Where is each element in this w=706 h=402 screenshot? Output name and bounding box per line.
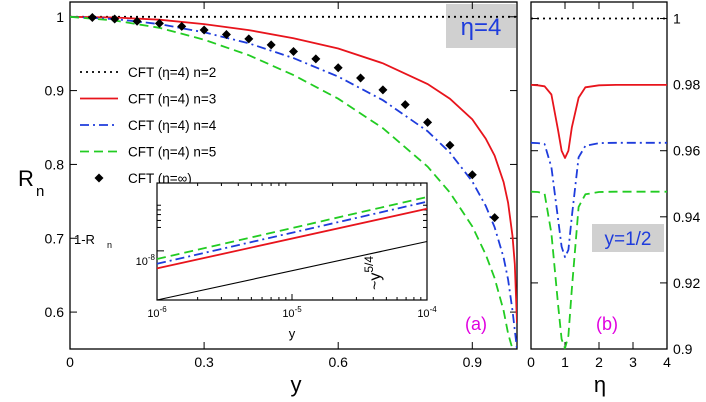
panel-a-marker-point bbox=[221, 29, 231, 39]
panel-b-series-line-5 bbox=[530, 190, 667, 350]
panel-a-ylabel-main: R bbox=[18, 166, 34, 191]
panel-a-tag: η=4 bbox=[461, 14, 502, 41]
inset-ticks: 10-6 10-5 10-4 10-8 bbox=[136, 183, 437, 320]
inset-series-line-1 bbox=[156, 200, 428, 265]
legend-entry-label: CFT (η=4) n=4 bbox=[128, 118, 217, 133]
panel-a-plot bbox=[70, 13, 517, 349]
panel-a-frame bbox=[69, 1, 518, 350]
inset-annotation-sup: 5/4 bbox=[362, 256, 376, 273]
panel-b-ytick-label: 0.92 bbox=[673, 275, 700, 291]
inset-annotation: ~y5/4 bbox=[362, 256, 384, 290]
panel-a-marker-point bbox=[356, 73, 366, 83]
panel-a-marker-point bbox=[289, 46, 298, 56]
inset-xlabel: y bbox=[289, 326, 296, 341]
panel-b-tag: y=1/2 bbox=[604, 229, 651, 250]
panel-a-marker-point bbox=[445, 140, 455, 150]
panel-b-xtick-label: 4 bbox=[663, 354, 671, 370]
panel-a-ytick-label: 0.9 bbox=[45, 83, 65, 99]
panel-a-xtick-label: 0.9 bbox=[463, 354, 483, 370]
panel-b-series-line-3 bbox=[530, 84, 667, 159]
inset-frame bbox=[156, 182, 428, 301]
panel-a-marker-point bbox=[154, 18, 164, 28]
legend-entry-label: CFT (η=4) n=2 bbox=[128, 65, 216, 80]
panel-a-ytick-label: 0.6 bbox=[45, 304, 65, 320]
panel-b-ticks: 0 1 2 3 40.9 0.92 0.94 0.96 0.98 1 bbox=[527, 2, 700, 370]
panel-b-ytick-label: 0.9 bbox=[673, 341, 693, 357]
panel-a-marker-point bbox=[333, 63, 343, 73]
panel-a-marker-point bbox=[266, 40, 276, 50]
panel-a-tag-box bbox=[446, 4, 516, 48]
panel-a-xtick-label: 0.3 bbox=[194, 354, 214, 370]
panel-b-label: (b) bbox=[596, 314, 618, 334]
panel-b-series-line-4 bbox=[530, 141, 667, 258]
panel-a-ytick-label: 0.8 bbox=[45, 156, 65, 172]
panel-b-ytick-label: 0.98 bbox=[673, 77, 700, 93]
inset-xtick-label: 10-6 bbox=[147, 305, 167, 320]
panel-a-series-line-3 bbox=[70, 15, 517, 324]
panel-a-marker-point bbox=[87, 13, 97, 23]
inset-series-line-0 bbox=[156, 207, 428, 270]
panel-a-marker-point bbox=[311, 54, 321, 64]
legend-entry-label: CFT (η=4) n=5 bbox=[128, 145, 216, 160]
panel-a-marker-point bbox=[467, 170, 477, 180]
panel-a-ylabel: R bbox=[18, 166, 34, 191]
inset-ylabel: 1-R bbox=[74, 232, 95, 247]
panel-b-xtick-label: 3 bbox=[629, 354, 637, 370]
panel-a-marker-point bbox=[110, 14, 120, 24]
panel-a-marker-point bbox=[132, 16, 142, 26]
panel-a-marker-point bbox=[490, 213, 500, 223]
inset-annotation-text: ~y5/4 bbox=[362, 256, 384, 290]
panel-b-frame bbox=[530, 1, 668, 350]
panel-b-xlabel: η bbox=[594, 372, 606, 397]
legend-entry-label: CFT (η=∞) bbox=[128, 171, 192, 186]
legend: CFT (η=4) n=2 CFT (η=4) n=3 CFT (η=4) n=4 C… bbox=[80, 65, 217, 186]
panel-a-ylabel-sub: n bbox=[36, 183, 44, 200]
panel-b-ytick-label: 0.96 bbox=[673, 143, 700, 159]
panel-a-ytick-label: 1 bbox=[56, 9, 64, 25]
inset-plot bbox=[156, 196, 428, 301]
panel-a-marker-point bbox=[378, 85, 388, 95]
panel-a-xtick-label: 0.6 bbox=[328, 354, 348, 370]
panel-a-marker-point bbox=[199, 25, 209, 35]
panel-a-label: (a) bbox=[465, 314, 487, 334]
inset-series-line-3 bbox=[156, 240, 428, 301]
panel-a-series-line-4 bbox=[70, 15, 517, 349]
panel-b-xtick-label: 0 bbox=[527, 354, 535, 370]
inset-ytick-label: 10-8 bbox=[136, 253, 156, 268]
panel-b-xtick-label: 1 bbox=[561, 354, 569, 370]
panel-b-plot bbox=[530, 17, 667, 350]
panel-a-series-line-5 bbox=[70, 15, 514, 349]
legend-marker bbox=[94, 173, 104, 183]
panel-a-marker-point bbox=[244, 34, 254, 44]
panel-a-marker-point bbox=[400, 100, 410, 110]
panel-b-ytick-label: 1 bbox=[673, 11, 681, 27]
panel-b-ytick-label: 0.94 bbox=[673, 209, 700, 225]
panel-b-tag-box bbox=[592, 224, 664, 252]
inset-series-line-2 bbox=[156, 196, 428, 260]
legend-entry-label: CFT (η=4) n=3 bbox=[128, 92, 216, 107]
panel-a-ytick-label: 0.7 bbox=[45, 230, 65, 246]
inset-ylabel-main: 1-R bbox=[74, 232, 95, 247]
inset-xtick-label: 10-4 bbox=[417, 305, 437, 320]
panel-a-marker-point bbox=[177, 21, 187, 31]
inset-xtick-label: 10-5 bbox=[282, 305, 302, 320]
panel-a-xlabel: y bbox=[291, 372, 302, 397]
panel-a-marker-point bbox=[423, 117, 433, 127]
panel-a-xtick-label: 0 bbox=[66, 354, 74, 370]
inset-ylabel-sub: n bbox=[107, 240, 112, 250]
panel-b-xtick-label: 2 bbox=[595, 354, 603, 370]
inset-annotation-main: ~y bbox=[367, 273, 384, 290]
